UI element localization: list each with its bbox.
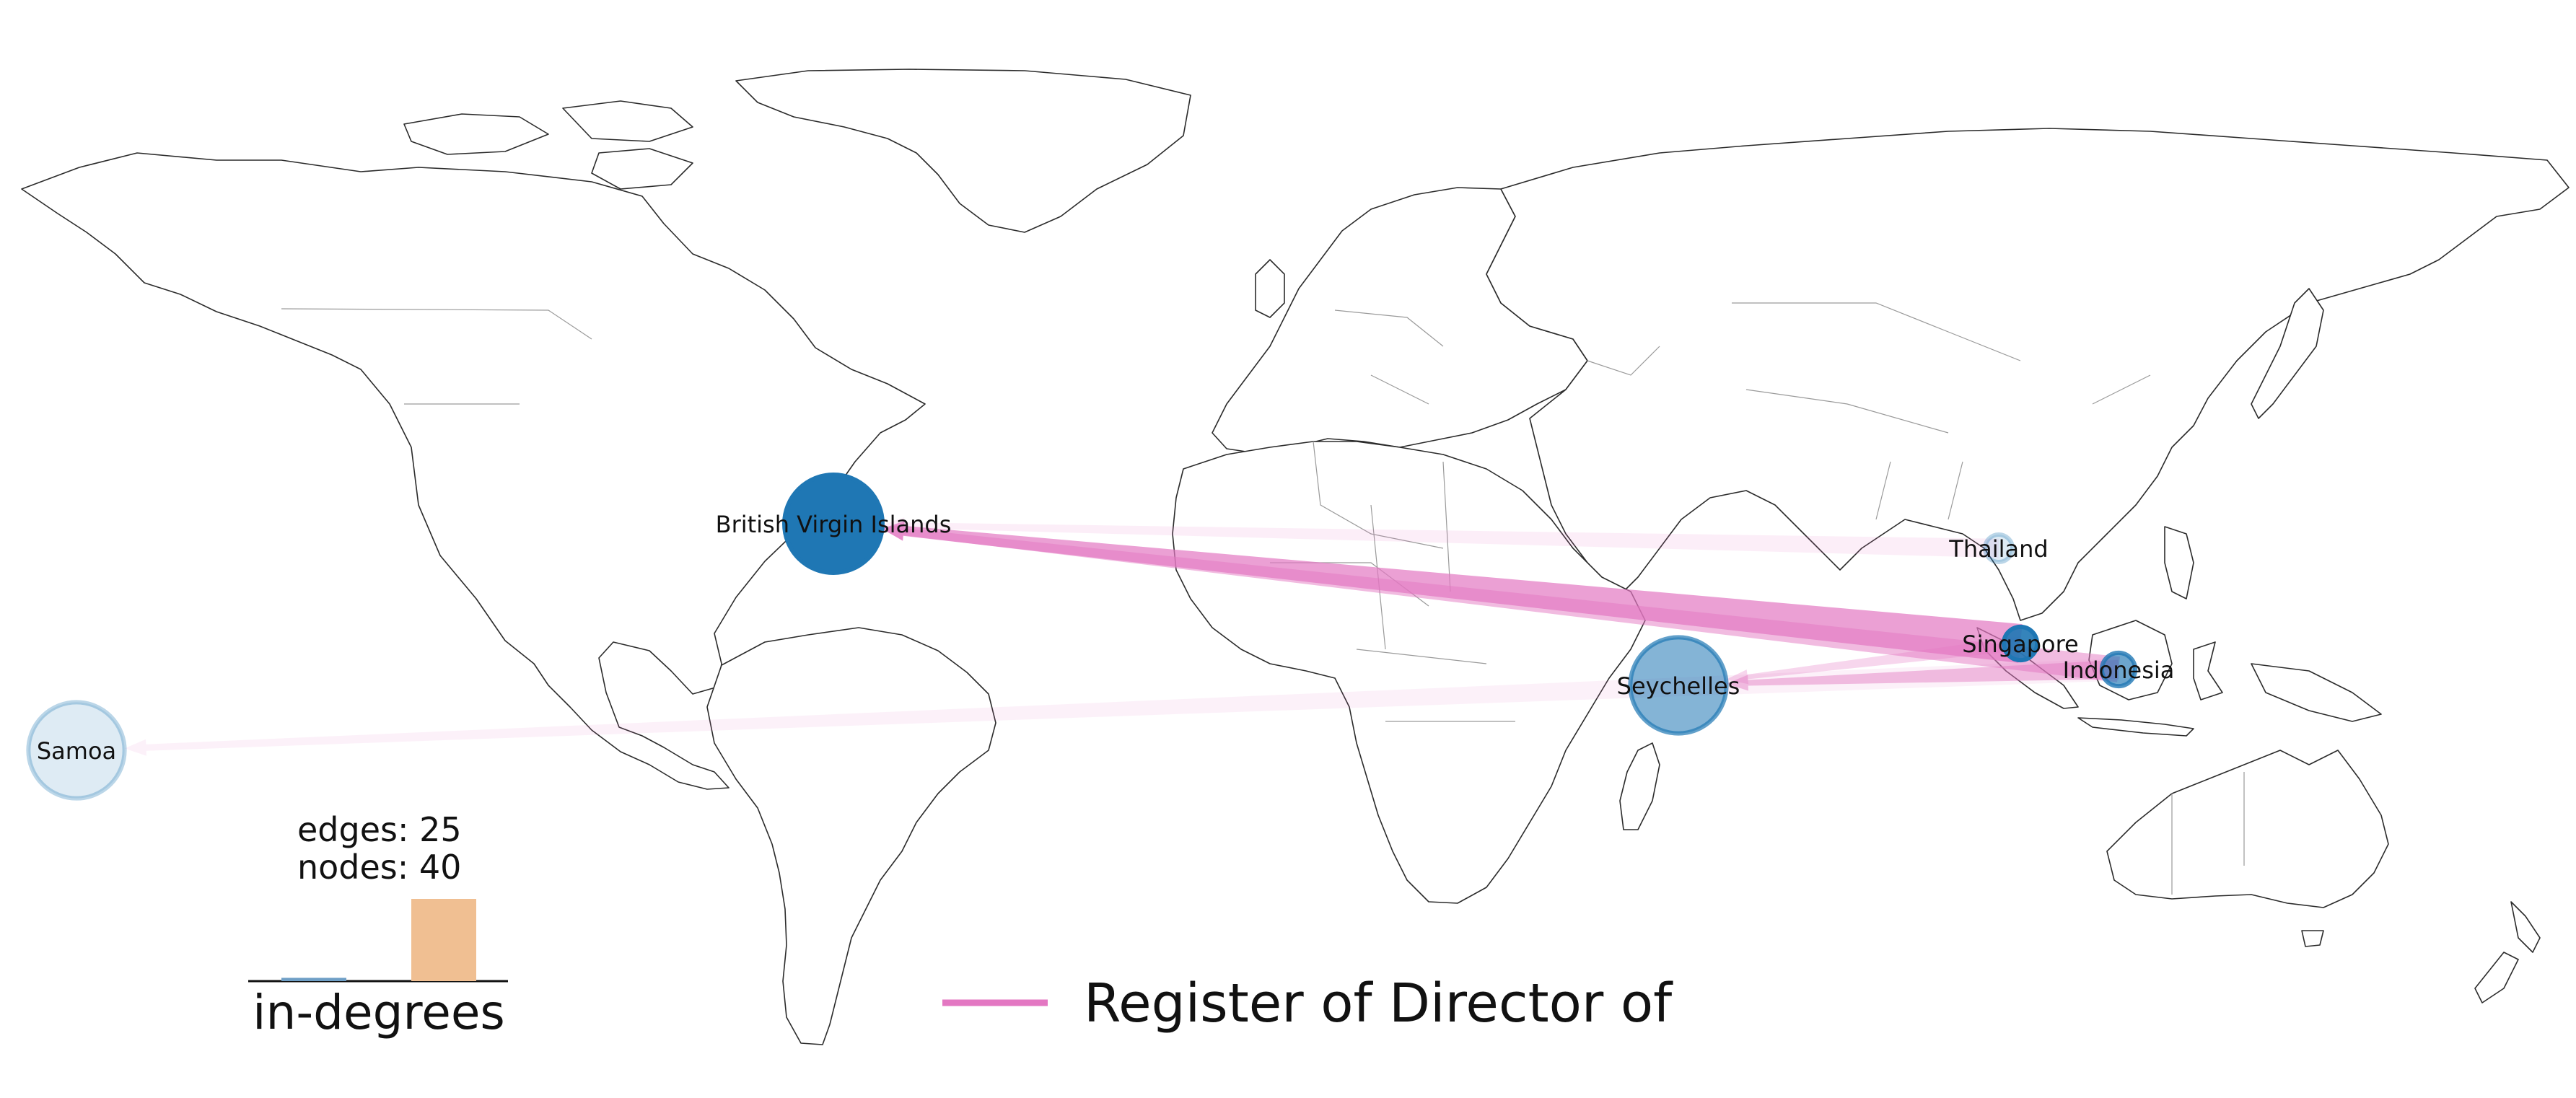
in-degree-histogram: in-degrees xyxy=(248,899,508,1040)
edge-singapore-to-seychelles xyxy=(1726,636,2022,685)
tasmania-landmass xyxy=(2301,930,2324,947)
node-count-text: nodes: 40 xyxy=(297,848,461,887)
japan-landmass xyxy=(2251,288,2324,419)
node-thailand xyxy=(1982,532,2015,565)
histogram-label: in-degrees xyxy=(253,985,505,1040)
node-label-indonesia: Indonesia xyxy=(2063,656,2175,684)
north-america-landmass xyxy=(21,152,926,790)
greenland-landmass xyxy=(735,69,1191,233)
edges-layer xyxy=(124,517,2120,756)
node-label-samoa: Samoa xyxy=(37,737,116,765)
histogram-bar xyxy=(281,978,346,981)
new-guinea-landmass xyxy=(2251,663,2382,722)
britain-landmass xyxy=(1255,259,1285,318)
asia-landmass xyxy=(1486,128,2570,621)
edge-count-text: edges: 25 xyxy=(297,810,462,849)
node-samoa xyxy=(26,700,127,801)
sulawesi-landmass xyxy=(2193,641,2223,700)
node-label-thailand: Thailand xyxy=(1948,535,2048,563)
node-label-singapore: Singapore xyxy=(1962,631,2078,658)
edge-indonesia-to-samoa xyxy=(124,658,2119,756)
madagascar-landmass xyxy=(1619,742,1660,830)
node-indonesia xyxy=(2099,650,2138,689)
philippines-landmass xyxy=(2164,526,2194,599)
legend-label: Register of Director of xyxy=(1084,972,1673,1035)
histogram-bar xyxy=(411,899,476,981)
new-zealand-landmass xyxy=(2474,901,2541,1003)
nodes-layer xyxy=(26,473,2138,801)
edge-indonesia-to-bvi xyxy=(882,523,2120,682)
arctic-islands xyxy=(403,100,693,190)
node-bvi xyxy=(782,473,885,575)
node-label-bvi: British Virgin Islands xyxy=(716,511,952,538)
node-singapore xyxy=(2001,624,2040,663)
australia-landmass xyxy=(2106,750,2389,908)
node-label-seychelles: Seychelles xyxy=(1617,672,1740,700)
africa-landmass xyxy=(1172,441,1646,904)
south-america-landmass xyxy=(706,627,996,1045)
edge-indonesia-to-seychelles xyxy=(1726,659,2119,691)
node-labels-layer: British Virgin Islands Seychelles Singapor… xyxy=(37,511,2175,765)
node-seychelles xyxy=(1628,635,1729,736)
java-landmass xyxy=(2077,717,2194,737)
world-basemap xyxy=(21,69,2570,1045)
legend: Register of Director of xyxy=(942,972,1673,1035)
edge-thailand-to-bvi xyxy=(882,517,1999,558)
